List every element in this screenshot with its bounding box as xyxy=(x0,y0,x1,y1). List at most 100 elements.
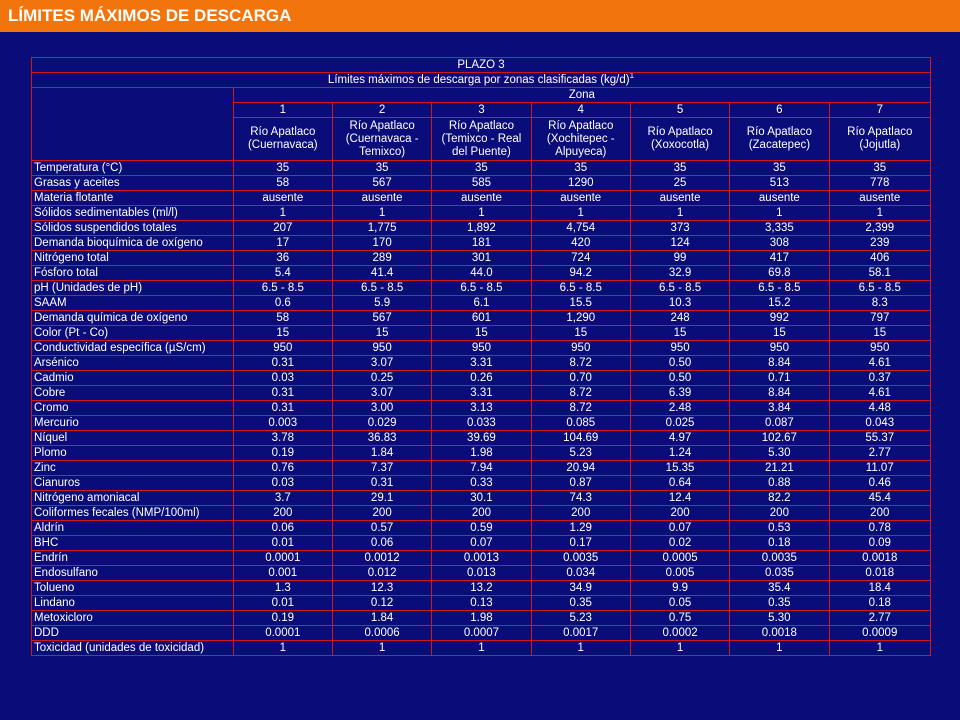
value-cell: 15 xyxy=(629,325,731,341)
zone-number-cell: 7 xyxy=(828,102,932,118)
value-cell: 20.94 xyxy=(530,460,631,476)
value-cell: 35.4 xyxy=(729,580,830,596)
value-cell: 6.39 xyxy=(629,385,731,401)
value-cell: 6.5 - 8.5 xyxy=(331,280,433,296)
value-cell: 35 xyxy=(729,160,830,176)
value-cell: 0.0035 xyxy=(530,550,631,566)
value-cell: 5.30 xyxy=(729,445,830,461)
parameter-name-cell: Níquel xyxy=(31,430,234,446)
parameter-name-cell: Sólidos suspendidos totales xyxy=(31,220,234,236)
value-cell: 18.4 xyxy=(828,580,932,596)
value-cell: 3.00 xyxy=(331,400,433,416)
table-caption: Límites máximos de descarga por zonas cl… xyxy=(31,72,931,88)
zone-name-cell: Río Apatlaco (Xochitepec - Alpuyeca) xyxy=(530,117,631,161)
value-cell: ausente xyxy=(431,190,532,206)
value-cell: 35 xyxy=(530,160,631,176)
parameter-name-cell: Aldrín xyxy=(31,520,234,536)
zone-name-cell: Río Apatlaco (Zacatepec) xyxy=(729,117,830,161)
table-row: Grasas y aceites 58 567 585 1290 25 513 778 xyxy=(31,175,932,191)
value-cell: 0.0007 xyxy=(431,625,532,641)
value-cell: 12.3 xyxy=(331,580,433,596)
value-cell: 3.31 xyxy=(431,385,532,401)
value-cell: 567 xyxy=(331,310,433,326)
value-cell: 0.0002 xyxy=(629,625,731,641)
value-cell: 82.2 xyxy=(729,490,830,506)
value-cell: 6.5 - 8.5 xyxy=(232,280,333,296)
table-row: Coliformes fecales (NMP/100ml) 200 200 200 2… xyxy=(31,505,932,521)
parameter-name-cell: Tolueno xyxy=(31,580,234,596)
value-cell: 6.1 xyxy=(431,295,532,311)
value-cell: 0.64 xyxy=(629,475,731,491)
value-cell: 0.029 xyxy=(331,415,433,431)
value-cell: 992 xyxy=(729,310,830,326)
zone-name-cell: Río Apatlaco (Cuernavaca) xyxy=(232,117,333,161)
parameter-name-cell: BHC xyxy=(31,535,234,551)
parameter-name-cell: Demanda bioquímica de oxígeno xyxy=(31,235,234,251)
value-cell: 1,290 xyxy=(530,310,631,326)
value-cell: 17 xyxy=(232,235,333,251)
table-row: Sólidos sedimentables (ml/l) 1 1 1 1 1 1 1 xyxy=(31,205,932,221)
value-cell: 3.84 xyxy=(729,400,830,416)
parameter-name-cell: Cobre xyxy=(31,385,234,401)
value-cell: 6.5 - 8.5 xyxy=(729,280,830,296)
value-cell: 0.26 xyxy=(431,370,532,386)
zone-name-cell: Río Apatlaco (Temixco - Real del Puente) xyxy=(431,117,532,161)
caption-text: Límites máximos de descarga por zonas cl… xyxy=(327,74,630,86)
value-cell: 1 xyxy=(431,640,532,656)
value-cell: 289 xyxy=(331,250,433,266)
value-cell: 15 xyxy=(331,325,433,341)
value-cell: 99 xyxy=(629,250,731,266)
value-cell: 0.71 xyxy=(729,370,830,386)
value-cell: 4,754 xyxy=(530,220,631,236)
value-cell: 1 xyxy=(828,205,932,221)
value-cell: 124 xyxy=(629,235,731,251)
value-cell: 950 xyxy=(629,340,731,356)
value-cell: 0.0001 xyxy=(232,625,333,641)
value-cell: 200 xyxy=(629,505,731,521)
value-cell: 15 xyxy=(232,325,333,341)
value-cell: 3.7 xyxy=(232,490,333,506)
value-cell: 0.003 xyxy=(232,415,333,431)
value-cell: 4.97 xyxy=(629,430,731,446)
value-cell: 373 xyxy=(629,220,731,236)
zone-number-cell: 6 xyxy=(729,102,830,118)
table-row: Nitrógeno amoniacal 3.7 29.1 30.1 74.3 12.4 82… xyxy=(31,490,932,506)
value-cell: 15 xyxy=(729,325,830,341)
value-cell: 513 xyxy=(729,175,830,191)
table-row: Metoxicloro 0.19 1.84 1.98 5.23 0.75 5.30 2.77 xyxy=(31,610,932,626)
table-row: Arsénico 0.31 3.07 3.31 8.72 0.50 8.84 4.61 xyxy=(31,355,932,371)
plazo-header: PLAZO 3 xyxy=(31,57,931,73)
value-cell: 0.0035 xyxy=(729,550,830,566)
value-cell: 55.37 xyxy=(828,430,932,446)
value-cell: 0.02 xyxy=(629,535,731,551)
zone-name-row: Río Apatlaco (Cuernavaca) Río Apatlaco (C… xyxy=(32,117,932,161)
value-cell: 200 xyxy=(530,505,631,521)
parameter-name-cell: Grasas y aceites xyxy=(31,175,234,191)
value-cell: 0.01 xyxy=(232,535,333,551)
value-cell: 1 xyxy=(729,205,830,221)
value-cell: 35 xyxy=(331,160,433,176)
value-cell: 1,775 xyxy=(331,220,433,236)
value-cell: 5.23 xyxy=(530,610,631,626)
value-cell: 7.37 xyxy=(331,460,433,476)
value-cell: 200 xyxy=(729,505,830,521)
value-cell: 3.78 xyxy=(232,430,333,446)
parameter-name-cell: Endrín xyxy=(31,550,234,566)
value-cell: 248 xyxy=(629,310,731,326)
zone-name-cell: Río Apatlaco (Xoxocotla) xyxy=(629,117,731,161)
value-cell: 170 xyxy=(331,235,433,251)
value-cell: 420 xyxy=(530,235,631,251)
value-cell: 58 xyxy=(232,310,333,326)
value-cell: 36.83 xyxy=(331,430,433,446)
parameter-name-cell: Demanda química de oxígeno xyxy=(31,310,234,326)
table-row: Conductividad específica (µS/cm) 950 950 95… xyxy=(31,340,932,356)
value-cell: 1 xyxy=(431,205,532,221)
value-cell: 8.84 xyxy=(729,385,830,401)
value-cell: 15 xyxy=(828,325,932,341)
parameter-name-cell: Mercurio xyxy=(31,415,234,431)
value-cell: 58 xyxy=(232,175,333,191)
value-cell: 0.31 xyxy=(232,385,333,401)
table-row: Temperatura (°C) 35 35 35 35 35 35 35 xyxy=(31,160,932,176)
value-cell: 4.61 xyxy=(828,385,932,401)
value-cell: 0.087 xyxy=(729,415,830,431)
